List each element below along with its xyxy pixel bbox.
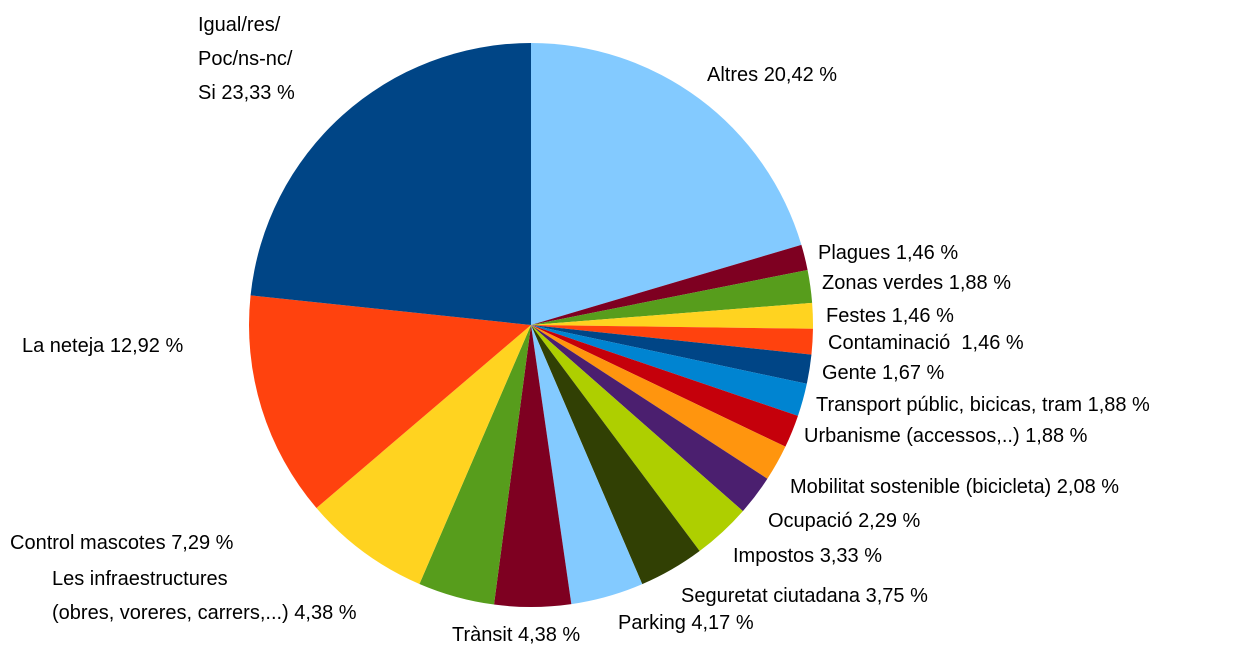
- pie-slice: [531, 325, 768, 512]
- value-label: 3,75 %: [865, 585, 928, 607]
- pie-slice: [531, 325, 807, 416]
- slice-label: Ocupació 2,29 %: [768, 504, 920, 538]
- pie-slice: [531, 325, 786, 479]
- category-name: Ocupació: [768, 510, 853, 532]
- pie-slice: [250, 43, 531, 325]
- value-label: 4,17 %: [691, 612, 754, 634]
- category-name: Gente: [822, 362, 877, 384]
- value-label: 1,46 %: [895, 242, 959, 264]
- value-label: 4,38 %: [294, 602, 357, 624]
- category-name: Festes: [826, 305, 887, 327]
- category-name: Igual/res/ Poc/ns-nc/ Si: [198, 14, 293, 104]
- category-name: Impostos: [733, 545, 815, 567]
- pie-slice: [531, 325, 813, 355]
- pie-slice: [531, 325, 812, 384]
- category-name: Transport públic, bicicas, tram: [816, 394, 1083, 416]
- category-name: Seguretat ciutadana: [681, 585, 861, 607]
- slice-label: Altres 20,42 %: [707, 58, 837, 92]
- category-name: Contaminació: [828, 332, 956, 354]
- value-label: 23,33 %: [221, 82, 295, 104]
- value-label: 3,33 %: [819, 545, 882, 567]
- slice-label: Festes 1,46 %: [826, 299, 954, 333]
- value-label: 2,29 %: [858, 510, 921, 532]
- pie-slice: [316, 325, 531, 584]
- category-name: Control mascotes: [10, 532, 166, 554]
- pie-slice: [531, 325, 743, 552]
- slice-label: Parking 4,17 %: [618, 606, 754, 640]
- slice-label: Plagues 1,46 %: [818, 236, 958, 270]
- category-name: Zonas verdes: [822, 272, 944, 294]
- value-label: 1,88 %: [948, 272, 1011, 294]
- pie-slice: [248, 295, 531, 508]
- value-label: 20,42 %: [763, 64, 838, 86]
- pie-slice: [531, 269, 813, 325]
- value-label: 1,67 %: [882, 362, 945, 384]
- slice-label: Impostos 3,33 %: [733, 539, 882, 573]
- slice-label: Gente 1,67 %: [822, 356, 944, 390]
- value-label: 7,29 %: [171, 532, 234, 554]
- value-label: 2,08 %: [1056, 476, 1120, 498]
- slice-label: Urbanisme (accessos,..) 1,88 %: [804, 419, 1087, 453]
- slice-label: Les infraestructures (obres, voreres, ca…: [52, 562, 357, 630]
- category-name: Altres: [707, 64, 759, 86]
- value-label: 4,38 %: [517, 624, 581, 646]
- category-name: Parking: [618, 612, 686, 634]
- slice-label: Igual/res/ Poc/ns-nc/ Si 23,33 %: [198, 8, 295, 110]
- value-label: 1,88 %: [1025, 425, 1088, 447]
- slice-label: Transport públic, bicicas, tram 1,88 %: [816, 388, 1150, 422]
- pie-slice: [493, 325, 572, 607]
- slice-label: Mobilitat sostenible (bicicleta) 2,08 %: [790, 470, 1119, 504]
- value-label: 1,46 %: [961, 332, 1024, 354]
- slice-label: La neteja 12,92 %: [22, 329, 183, 363]
- category-name: Plagues: [818, 242, 891, 264]
- category-name: Mobilitat sostenible (bicicleta): [790, 476, 1052, 498]
- value-label: 1,88 %: [1087, 394, 1150, 416]
- category-name: Les infraestructures (obres, voreres, ca…: [52, 568, 289, 624]
- pie-slice: [531, 325, 700, 585]
- slice-label: Control mascotes 7,29 %: [10, 526, 233, 560]
- slice-label: Contaminació 1,46 %: [828, 326, 1024, 360]
- pie-slice: [531, 325, 643, 605]
- slice-label: Zonas verdes 1,88 %: [822, 266, 1011, 300]
- value-label: 1,46 %: [891, 305, 954, 327]
- pie-slice: [531, 325, 798, 447]
- pie-slice: [531, 244, 808, 325]
- category-name: Trànsit: [452, 624, 513, 646]
- pie-slice: [531, 302, 813, 329]
- slice-label: Trànsit 4,38 %: [452, 618, 580, 646]
- pie-slice: [419, 325, 531, 605]
- pie-slice: [531, 43, 802, 325]
- value-label: 12,92 %: [109, 335, 184, 357]
- category-name: La neteja: [22, 335, 105, 357]
- slice-label: Seguretat ciutadana 3,75 %: [681, 579, 928, 613]
- category-name: Urbanisme (accessos,..): [804, 425, 1020, 447]
